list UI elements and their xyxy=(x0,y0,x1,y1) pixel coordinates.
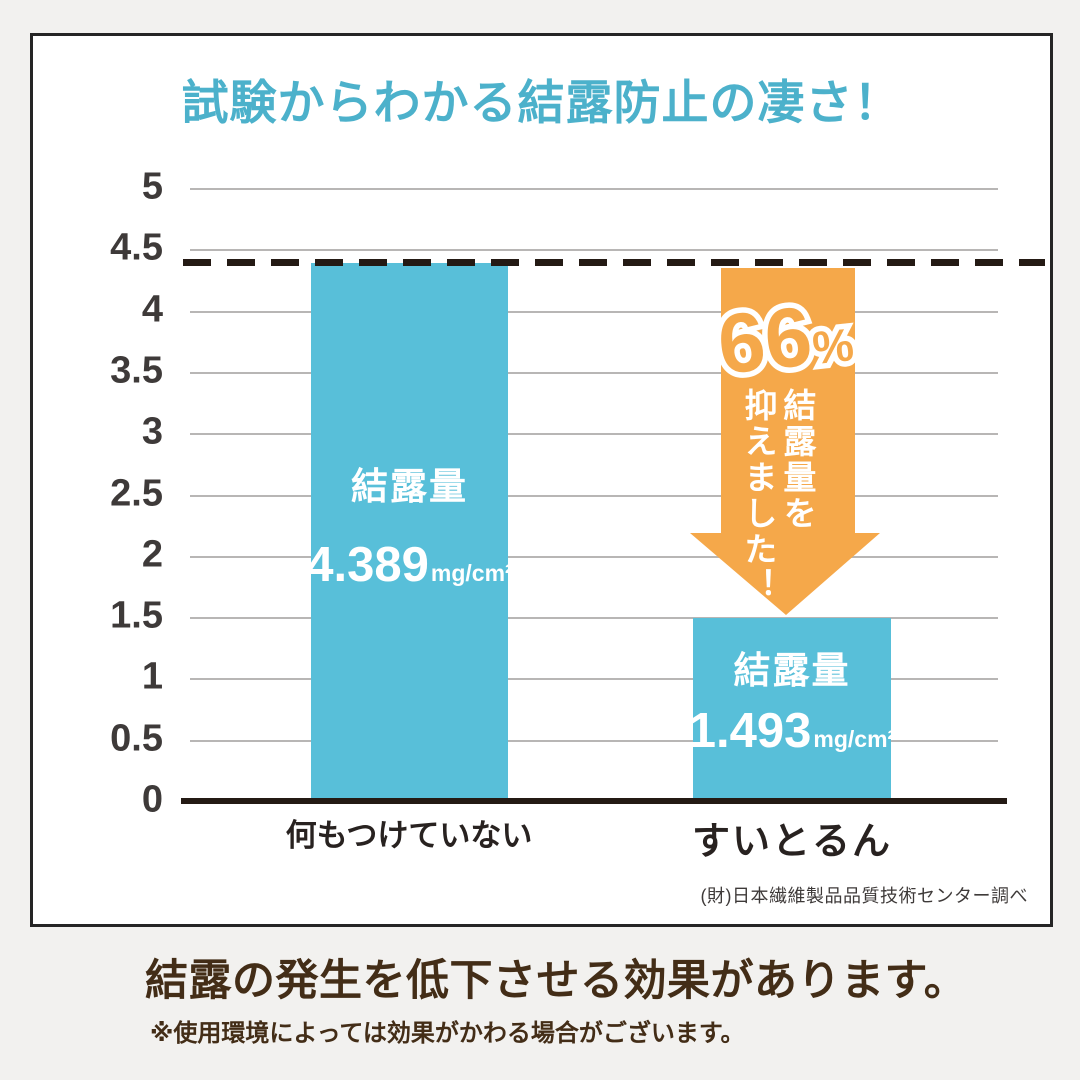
gridline xyxy=(190,739,998,742)
reference-dashed-line xyxy=(183,259,1045,266)
y-tick-label: 5 xyxy=(141,165,163,208)
bar-no-treatment: 結露量 4.389mg/cm² xyxy=(306,263,513,801)
y-tick-label: 2 xyxy=(141,533,163,576)
footer-note: ※使用環境によっては効果がかわる場合がございます。 xyxy=(150,1020,745,1047)
gridline xyxy=(190,433,998,436)
y-tick-label: 1 xyxy=(141,655,163,698)
gridline xyxy=(190,249,998,252)
gridline xyxy=(190,188,998,190)
x-axis-line xyxy=(181,798,1007,804)
data-source-credit: (財)日本繊維製品品質技術センター調べ xyxy=(700,886,1028,906)
caption-line-1: 結露量を xyxy=(778,388,816,532)
y-tick-label: 0.5 xyxy=(110,717,163,760)
bar-label-value: 4.389mg/cm² xyxy=(306,538,513,592)
y-tick-label: 1.5 xyxy=(110,594,163,637)
caption-line-2: 抑えました！ xyxy=(739,388,777,604)
footer-headline: 結露の発生を低下させる効果があります。 xyxy=(145,957,968,1005)
x-axis-label-no-treatment: 何もつけていない xyxy=(285,818,533,853)
y-tick-label: 4 xyxy=(141,288,163,331)
gridline xyxy=(190,617,998,620)
percent-text: 66% xyxy=(713,288,857,392)
bar-label-value: 1.493mg/cm² xyxy=(688,704,896,758)
gridline xyxy=(190,678,998,681)
y-tick-label: 3 xyxy=(141,410,163,453)
bar-label-title: 結露量 xyxy=(733,650,851,691)
gridline xyxy=(190,494,998,497)
chart-title: 試験からわかる結露防止の凄さ！ xyxy=(181,76,902,129)
y-tick-label: 4.5 xyxy=(110,226,163,269)
bar-label-suitorun: 結露量 1.493mg/cm² xyxy=(689,650,895,756)
x-axis-label-suitorun: すいとるん xyxy=(691,821,892,863)
bar-chart-plot-area: 5 4.5 4 3.5 3 2.5 2 1.5 1 0.5 0 結露量 4.389mg/cm² 結露… xyxy=(110,167,1045,863)
bar-label-title: 結露量 xyxy=(351,466,468,507)
y-tick-label: 2.5 xyxy=(110,471,163,514)
bar-label-no-treatment: 結露量 4.389mg/cm² xyxy=(306,466,512,590)
gridline xyxy=(190,371,998,374)
gridline xyxy=(190,555,998,558)
unit-label: mg/cm² xyxy=(430,560,513,586)
bar-suitorun: 結露量 1.493mg/cm² xyxy=(689,618,895,801)
arrow-vertical-caption: 結露量を 抑えました！ xyxy=(738,388,816,604)
y-tick-label: 3.5 xyxy=(110,349,163,392)
y-tick-label: 0 xyxy=(141,778,163,821)
gridline xyxy=(190,310,998,313)
chart-card: 試験からわかる結露防止の凄さ！ 5 4.5 4 3.5 3 2.5 2 1.5 1 0.5 0 結露… xyxy=(30,33,1053,927)
unit-label: mg/cm² xyxy=(813,726,896,752)
